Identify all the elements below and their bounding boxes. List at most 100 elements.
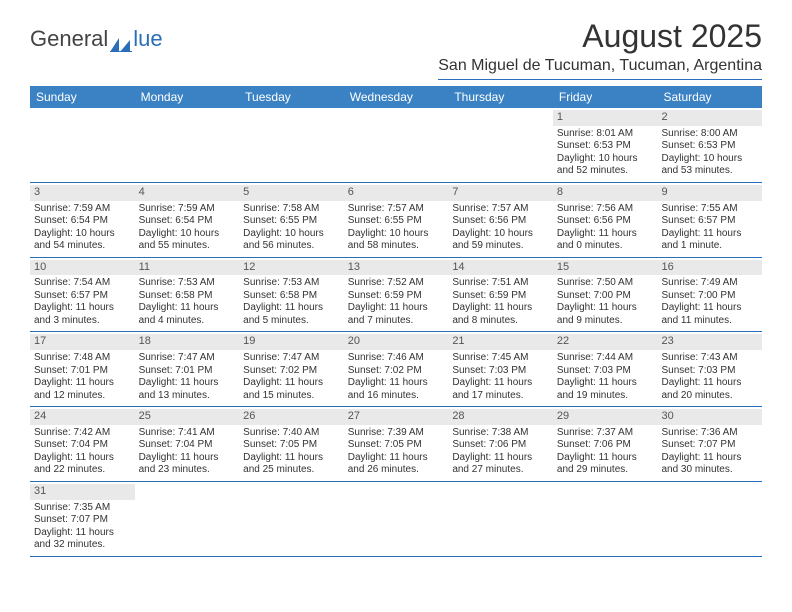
calendar-day-empty xyxy=(553,482,658,556)
daylight-line-1: Daylight: 10 hours xyxy=(661,153,758,166)
day-number: 5 xyxy=(239,185,344,201)
sunrise-line: Sunrise: 7:53 AM xyxy=(139,277,236,290)
day-number: 17 xyxy=(30,334,135,350)
daylight-line-1: Daylight: 10 hours xyxy=(34,228,131,241)
sunset-line: Sunset: 7:01 PM xyxy=(34,365,131,378)
sail-icon xyxy=(110,32,132,46)
daylight-line-1: Daylight: 11 hours xyxy=(243,377,340,390)
sunset-line: Sunset: 6:59 PM xyxy=(452,290,549,303)
calendar-week: 17Sunrise: 7:48 AMSunset: 7:01 PMDayligh… xyxy=(30,332,762,407)
daylight-line-2: and 16 minutes. xyxy=(348,390,445,403)
sunrise-line: Sunrise: 7:49 AM xyxy=(661,277,758,290)
calendar-day: 26Sunrise: 7:40 AMSunset: 7:05 PMDayligh… xyxy=(239,407,344,481)
daylight-line-1: Daylight: 11 hours xyxy=(661,228,758,241)
calendar-day-empty xyxy=(135,482,240,556)
weekday-header: Tuesday xyxy=(239,86,344,108)
day-number: 13 xyxy=(344,260,449,276)
daylight-line-2: and 4 minutes. xyxy=(139,315,236,328)
calendar-day: 10Sunrise: 7:54 AMSunset: 6:57 PMDayligh… xyxy=(30,258,135,332)
sunrise-line: Sunrise: 7:36 AM xyxy=(661,427,758,440)
daylight-line-2: and 22 minutes. xyxy=(34,464,131,477)
calendar-day: 16Sunrise: 7:49 AMSunset: 7:00 PMDayligh… xyxy=(657,258,762,332)
daylight-line-1: Daylight: 11 hours xyxy=(348,302,445,315)
sunrise-line: Sunrise: 7:58 AM xyxy=(243,203,340,216)
daylight-line-2: and 11 minutes. xyxy=(661,315,758,328)
day-number: 19 xyxy=(239,334,344,350)
sunrise-line: Sunrise: 7:38 AM xyxy=(452,427,549,440)
daylight-line-1: Daylight: 11 hours xyxy=(34,452,131,465)
daylight-line-2: and 29 minutes. xyxy=(557,464,654,477)
brand-part2: lue xyxy=(133,26,162,52)
day-number: 26 xyxy=(239,409,344,425)
daylight-line-1: Daylight: 11 hours xyxy=(557,228,654,241)
daylight-line-1: Daylight: 11 hours xyxy=(661,452,758,465)
sunrise-line: Sunrise: 7:57 AM xyxy=(348,203,445,216)
sunrise-line: Sunrise: 7:39 AM xyxy=(348,427,445,440)
calendar-day-empty xyxy=(344,482,449,556)
daylight-line-1: Daylight: 10 hours xyxy=(452,228,549,241)
daylight-line-1: Daylight: 11 hours xyxy=(139,377,236,390)
calendar-day: 18Sunrise: 7:47 AMSunset: 7:01 PMDayligh… xyxy=(135,332,240,406)
calendar-week: 1Sunrise: 8:01 AMSunset: 6:53 PMDaylight… xyxy=(30,108,762,183)
calendar-day: 5Sunrise: 7:58 AMSunset: 6:55 PMDaylight… xyxy=(239,183,344,257)
sunset-line: Sunset: 6:59 PM xyxy=(348,290,445,303)
location-subtitle: San Miguel de Tucuman, Tucuman, Argentin… xyxy=(438,57,762,80)
sunset-line: Sunset: 7:05 PM xyxy=(348,439,445,452)
sunrise-line: Sunrise: 7:47 AM xyxy=(139,352,236,365)
daylight-line-2: and 26 minutes. xyxy=(348,464,445,477)
daylight-line-2: and 53 minutes. xyxy=(661,165,758,178)
sunrise-line: Sunrise: 7:59 AM xyxy=(34,203,131,216)
sunrise-line: Sunrise: 7:57 AM xyxy=(452,203,549,216)
sunrise-line: Sunrise: 7:47 AM xyxy=(243,352,340,365)
page-header: General lue August 2025 San Miguel de Tu… xyxy=(30,18,762,80)
sunset-line: Sunset: 6:57 PM xyxy=(661,215,758,228)
calendar-day: 8Sunrise: 7:56 AMSunset: 6:56 PMDaylight… xyxy=(553,183,658,257)
daylight-line-2: and 32 minutes. xyxy=(34,539,131,552)
daylight-line-2: and 56 minutes. xyxy=(243,240,340,253)
daylight-line-2: and 15 minutes. xyxy=(243,390,340,403)
daylight-line-1: Daylight: 11 hours xyxy=(34,302,131,315)
calendar-day-empty xyxy=(239,108,344,182)
calendar-day: 11Sunrise: 7:53 AMSunset: 6:58 PMDayligh… xyxy=(135,258,240,332)
sunset-line: Sunset: 6:56 PM xyxy=(557,215,654,228)
weekday-header: Saturday xyxy=(657,86,762,108)
day-number: 27 xyxy=(344,409,449,425)
calendar-day: 2Sunrise: 8:00 AMSunset: 6:53 PMDaylight… xyxy=(657,108,762,182)
sunrise-line: Sunrise: 7:37 AM xyxy=(557,427,654,440)
day-number: 23 xyxy=(657,334,762,350)
calendar-week: 24Sunrise: 7:42 AMSunset: 7:04 PMDayligh… xyxy=(30,407,762,482)
daylight-line-1: Daylight: 11 hours xyxy=(557,377,654,390)
calendar-day: 14Sunrise: 7:51 AMSunset: 6:59 PMDayligh… xyxy=(448,258,553,332)
calendar-day: 15Sunrise: 7:50 AMSunset: 7:00 PMDayligh… xyxy=(553,258,658,332)
daylight-line-1: Daylight: 11 hours xyxy=(34,377,131,390)
calendar-week: 3Sunrise: 7:59 AMSunset: 6:54 PMDaylight… xyxy=(30,183,762,258)
sunset-line: Sunset: 6:55 PM xyxy=(348,215,445,228)
calendar-day-empty xyxy=(135,108,240,182)
calendar-day: 28Sunrise: 7:38 AMSunset: 7:06 PMDayligh… xyxy=(448,407,553,481)
daylight-line-2: and 58 minutes. xyxy=(348,240,445,253)
calendar-day: 19Sunrise: 7:47 AMSunset: 7:02 PMDayligh… xyxy=(239,332,344,406)
day-number: 18 xyxy=(135,334,240,350)
sunset-line: Sunset: 6:58 PM xyxy=(243,290,340,303)
sunset-line: Sunset: 6:54 PM xyxy=(139,215,236,228)
day-number: 2 xyxy=(657,110,762,126)
calendar-day: 27Sunrise: 7:39 AMSunset: 7:05 PMDayligh… xyxy=(344,407,449,481)
daylight-line-1: Daylight: 11 hours xyxy=(243,452,340,465)
calendar-day-empty xyxy=(30,108,135,182)
sunset-line: Sunset: 6:53 PM xyxy=(557,140,654,153)
daylight-line-2: and 8 minutes. xyxy=(452,315,549,328)
sunset-line: Sunset: 6:57 PM xyxy=(34,290,131,303)
sunrise-line: Sunrise: 7:46 AM xyxy=(348,352,445,365)
daylight-line-2: and 30 minutes. xyxy=(661,464,758,477)
calendar-day-empty xyxy=(657,482,762,556)
sunrise-line: Sunrise: 7:48 AM xyxy=(34,352,131,365)
day-number: 28 xyxy=(448,409,553,425)
sunset-line: Sunset: 7:07 PM xyxy=(34,514,131,527)
daylight-line-1: Daylight: 10 hours xyxy=(557,153,654,166)
daylight-line-2: and 1 minute. xyxy=(661,240,758,253)
weekday-header-row: SundayMondayTuesdayWednesdayThursdayFrid… xyxy=(30,86,762,108)
month-title: August 2025 xyxy=(438,18,762,55)
day-number: 16 xyxy=(657,260,762,276)
daylight-line-1: Daylight: 11 hours xyxy=(557,452,654,465)
day-number: 8 xyxy=(553,185,658,201)
